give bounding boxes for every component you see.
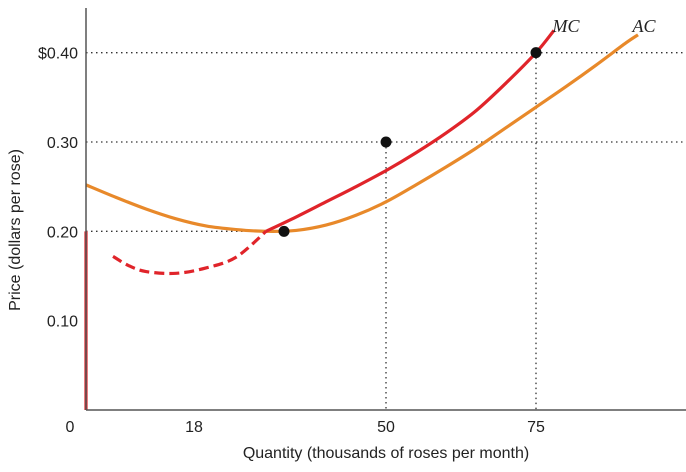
guide-lines xyxy=(86,52,686,410)
x-tick-label-3: 75 xyxy=(527,419,545,436)
y-tick-label-0: 0.10 xyxy=(47,314,78,331)
point-0 xyxy=(278,225,290,237)
curve-label-mc: MC xyxy=(552,16,581,36)
curve-ac xyxy=(85,33,639,234)
equilibrium-points xyxy=(278,47,542,237)
y-axis-title: Price (dollars per rose) xyxy=(7,149,24,311)
curve-labels: MC AC xyxy=(552,16,657,36)
tick-labels: 0.10 0.20 0.30 $0.40 0 18 50 75 xyxy=(38,46,545,436)
point-1 xyxy=(380,136,392,148)
x-tick-label-1: 18 xyxy=(185,419,203,436)
curve-label-ac: AC xyxy=(631,16,656,36)
curve-mc-dashed xyxy=(112,230,268,276)
axes xyxy=(85,8,686,411)
x-tick-label-0: 0 xyxy=(66,419,75,436)
y-tick-label-3: $0.40 xyxy=(38,46,78,63)
y-tick-label-1: 0.20 xyxy=(47,224,78,241)
y-tick-label-2: 0.30 xyxy=(47,135,78,152)
curve-mc xyxy=(265,29,556,233)
point-2 xyxy=(530,47,542,59)
x-axis-title: Quantity (thousands of roses per month) xyxy=(243,445,529,462)
x-tick-label-2: 50 xyxy=(377,419,395,436)
curves xyxy=(84,29,639,410)
